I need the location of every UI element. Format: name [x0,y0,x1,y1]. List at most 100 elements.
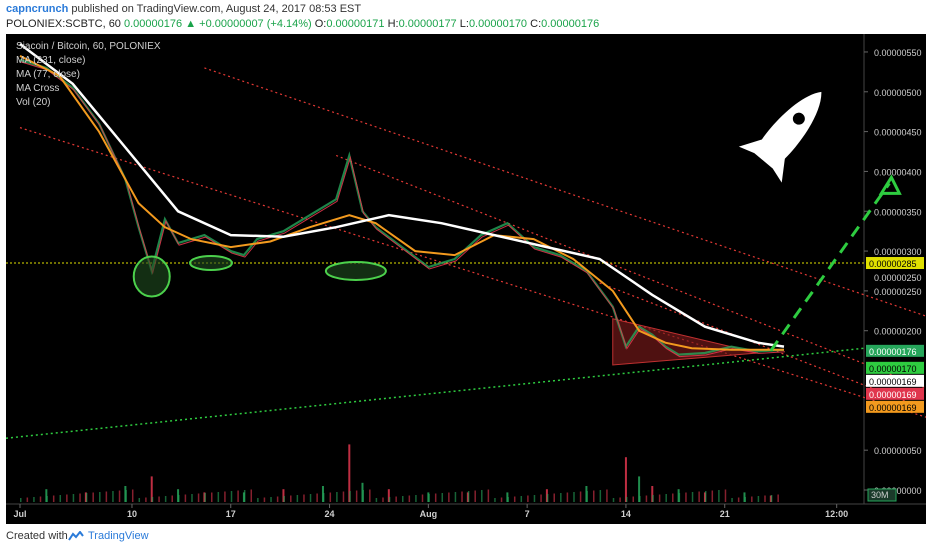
volume-bar-minor [85,493,88,502]
volume-bar-minor [441,493,444,502]
volume-bar-minor [296,495,299,502]
y-tick-label: 0.00000050 [874,446,922,456]
price-label: 0.00000169 [869,403,917,413]
wedge-triangle [612,318,758,366]
x-tick-label: Aug [420,509,438,519]
volume-bar-minor [448,492,450,502]
volume-bar-minor [250,489,253,502]
up-arrow-icon: ▲ [185,18,197,30]
volume-bar-minor [276,496,279,502]
y-tick-label: 0.00000000 [874,486,922,496]
y-tick-label: 0.00000250 [874,287,922,297]
volume-label: 30M [871,490,889,500]
volume-bar-minor [322,493,325,502]
volume-bar-minor [481,490,483,502]
x-tick-label: 7 [525,509,530,519]
volume-bar-minor [573,492,575,502]
volume-bar-minor [645,495,648,502]
volume-bar-minor [428,494,430,502]
volume-bar-minor [691,492,694,502]
price-chart[interactable]: 0.00000550 0.00000500 0.00000450 0.00000400… [6,34,926,524]
volume-bar-minor [375,498,378,502]
price-label: 0.00000170 [869,364,917,374]
chart-area[interactable]: 0.00000550 0.00000500 0.00000450 0.00000400… [6,34,926,524]
volume-bar-minor [665,494,667,502]
close-label: C: [530,18,542,30]
volume-bar [150,476,153,502]
chart-header: capncrunch published on TradingView.com,… [0,0,932,34]
volume-bar-minor [46,496,48,502]
published-text: published on TradingView.com, August 24,… [71,3,362,15]
support-ellipse [324,260,387,281]
volume-bar-minor [704,491,707,502]
volume-bar-minor [59,495,62,502]
volume-bar-minor [658,494,661,502]
volume-bar-minor [685,492,687,502]
y-tick-label: 0.00000200 [874,327,922,337]
price-label: 0.00000176 [869,347,917,357]
volume-bar-minor [309,494,312,502]
volume-bar-minor [52,495,55,502]
volume-bar-minor [217,492,220,502]
projection-arrow [769,182,891,352]
support-ellipse [132,255,171,298]
volume-bar-minor [178,495,180,502]
price-label-box [866,387,924,400]
volume-bar-minor [224,491,226,502]
volume-bar [282,489,285,502]
volume-bar-minor [737,497,740,502]
volume-bar-minor [724,489,727,502]
volume-bar-minor [243,490,246,502]
volume-bar-minor [395,496,397,502]
volume-bar-minor [533,495,536,502]
high-value: 0.00000177 [398,18,457,30]
volume-bar-minor [131,489,134,502]
y-tick-label: 0.00000400 [874,167,922,177]
volume-bar [651,486,654,502]
high-label: H: [387,18,399,30]
volume-bar-minor [158,496,160,502]
volume-bar-minor [369,489,371,502]
publish-line: capncrunch published on TradingView.com,… [6,3,361,15]
tradingview-brand-link[interactable]: TradingView [88,530,149,542]
volume-bar-minor [606,489,608,502]
created-with-text: Created with [6,530,68,542]
y-axis-panel [864,34,926,524]
volume-bar-minor [204,493,206,502]
volume-bar-minor [151,497,154,502]
y-tick-label: 0.00000500 [874,88,922,98]
volume-bar-minor [402,496,404,502]
volume-bar-minor [283,496,285,502]
volume-bar-minor [672,493,674,502]
volume-bar-minor [112,491,114,502]
volume-bar-minor [639,496,641,502]
volume-bar-minor [744,497,746,502]
ma-short-line [19,55,784,351]
close-value: 0.00000176 [541,18,600,30]
price-label-box [866,361,924,374]
volume-bar-minor [138,498,141,502]
volume-bar-minor [593,490,595,502]
y-tick-label-extra: 0.00000250 [874,273,922,283]
volume-bar-minor [619,497,621,502]
volume-bar-minor [513,496,516,502]
volume-bar-minor [718,490,720,502]
volume-bar-minor [711,490,714,502]
volume-bar-minor [467,491,470,502]
volume-bar [45,489,48,502]
rocket-icon [738,91,822,183]
legend-symbol: Siacoin / Bitcoin, 60, POLONIEX [16,41,161,52]
volume-bar-minor [421,494,424,502]
volume-bar-minor [586,491,588,502]
volume-bar-minor [342,491,345,502]
volume-bar-minor [349,491,351,502]
volume-bar [387,489,390,502]
volume-bar-minor [66,494,68,502]
volume-bar-minor [211,492,213,502]
volume-bar-minor [612,498,615,502]
volume-bar-minor [520,496,523,502]
volume-bar-minor [770,495,773,502]
volume-bar-minor [599,490,602,502]
volume-bar-minor [118,490,121,502]
author-link[interactable]: capncrunch [6,3,69,15]
